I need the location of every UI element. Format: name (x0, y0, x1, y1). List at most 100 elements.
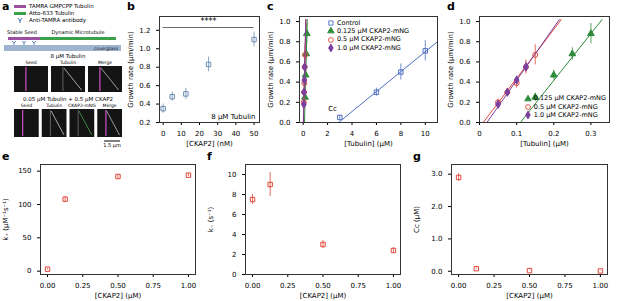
svg-text:0: 0 (301, 130, 305, 138)
svg-text:0.8: 0.8 (139, 63, 150, 71)
svg-text:8: 8 (232, 191, 236, 199)
svg-text:0.75: 0.75 (145, 282, 161, 290)
svg-text:0.00: 0.00 (245, 282, 261, 290)
svg-text:0.0: 0.0 (279, 119, 290, 127)
svg-text:Seed: Seed (21, 103, 32, 108)
svg-text:0.6: 0.6 (279, 58, 291, 66)
svg-text:0.25: 0.25 (280, 282, 296, 290)
svg-text:Growth rate (µm/min): Growth rate (µm/min) (447, 31, 455, 108)
html-text:0.125 µM CKAP2-mNG: 0.125 µM CKAP2-mNG (533, 94, 606, 103)
svg-text:Cc (µM): Cc (µM) (413, 206, 421, 233)
svg-text:[CKAP2] (nM): [CKAP2] (nM) (186, 140, 233, 148)
svg-text:3.0: 3.0 (431, 170, 442, 178)
svg-text:Growth rate (µm/min): Growth rate (µm/min) (127, 31, 135, 108)
svg-text:1.00: 1.00 (181, 282, 197, 290)
svg-text:6: 6 (374, 130, 379, 138)
svg-text:0.50: 0.50 (522, 282, 538, 290)
svg-text:0: 0 (477, 130, 481, 138)
svg-text:coverglass: coverglass (94, 46, 119, 51)
svg-text:[CKAP2] (µM): [CKAP2] (µM) (506, 292, 553, 300)
html-text:0.5 µM CKAP2-mNG: 0.5 µM CKAP2-mNG (336, 35, 401, 44)
svg-text:2: 2 (325, 130, 329, 138)
svg-text:10: 10 (421, 130, 430, 138)
svg-text:0.50: 0.50 (110, 282, 126, 290)
svg-text:k₊ (µM⁻¹s⁻¹): k₊ (µM⁻¹s⁻¹) (2, 198, 10, 241)
svg-text:8 µM Tubulin: 8 µM Tubulin (211, 113, 255, 121)
svg-text:TAMRA GMPCPP Tubulin: TAMRA GMPCPP Tubulin (28, 3, 94, 9)
svg-text:100: 100 (18, 201, 31, 209)
svg-text:Seed: Seed (25, 60, 36, 65)
svg-text:Dynamic Microtubule: Dynamic Microtubule (51, 29, 104, 36)
svg-text:CKAP2-mNG: CKAP2-mNG (68, 103, 96, 108)
svg-text:2: 2 (232, 251, 236, 259)
svg-text:50: 50 (23, 234, 32, 242)
svg-text:1.2: 1.2 (139, 27, 150, 35)
svg-text:Atto-633 Tubulin: Atto-633 Tubulin (29, 10, 75, 16)
svg-text:0.2: 0.2 (279, 99, 290, 107)
svg-text:0.8: 0.8 (279, 38, 290, 46)
svg-text:Tubulin: Tubulin (59, 60, 76, 65)
svg-text:0.8: 0.8 (459, 38, 470, 46)
svg-text:0.0: 0.0 (459, 119, 470, 127)
html-text:Control: Control (336, 19, 361, 28)
svg-text:10: 10 (228, 171, 237, 179)
svg-text:****: **** (201, 17, 217, 26)
svg-text:1.00: 1.00 (386, 282, 402, 290)
svg-text:[Tubulin] (µM): [Tubulin] (µM) (344, 140, 393, 148)
svg-text:0.25: 0.25 (75, 282, 91, 290)
svg-text:10: 10 (177, 130, 186, 138)
svg-text:0.3: 0.3 (585, 130, 596, 138)
svg-text:Stable Seed: Stable Seed (7, 29, 37, 35)
svg-text:Cc: Cc (328, 105, 337, 113)
svg-text:30: 30 (213, 130, 222, 138)
svg-text:0: 0 (27, 267, 31, 275)
svg-text:1.0: 1.0 (459, 18, 470, 26)
html-text:0.5 µM CKAP2-mNG: 0.5 µM CKAP2-mNG (533, 102, 598, 111)
svg-text:0.4: 0.4 (459, 78, 471, 86)
svg-text:8: 8 (399, 130, 403, 138)
svg-text:[Tubulin] (µM): [Tubulin] (µM) (520, 140, 569, 148)
svg-text:Growth rate (µm/min): Growth rate (µm/min) (267, 31, 275, 108)
svg-text:0.25: 0.25 (486, 282, 502, 290)
html-text:0.125 µM CKAP2-mNG: 0.125 µM CKAP2-mNG (336, 27, 410, 36)
svg-text:1.0: 1.0 (431, 235, 442, 243)
svg-text:Merge: Merge (103, 103, 117, 108)
svg-text:0.00: 0.00 (451, 282, 467, 290)
svg-text:0.0: 0.0 (431, 268, 442, 276)
svg-text:Tubulin: Tubulin (45, 103, 62, 108)
svg-text:1.00: 1.00 (593, 282, 609, 290)
svg-text:20: 20 (195, 130, 204, 138)
svg-text:0.4: 0.4 (139, 100, 151, 108)
svg-text:[CKAP2] (µM): [CKAP2] (µM) (300, 292, 347, 300)
svg-text:[CKAP2] (µM): [CKAP2] (µM) (95, 292, 142, 300)
svg-text:0.6: 0.6 (459, 58, 471, 66)
svg-text:2.0: 2.0 (431, 203, 442, 211)
svg-text:6: 6 (232, 211, 237, 219)
svg-text:0.2: 0.2 (548, 130, 559, 138)
svg-text:0.2: 0.2 (459, 99, 470, 107)
svg-text:8 µM Tubulin: 8 µM Tubulin (51, 53, 86, 60)
svg-text:0: 0 (232, 271, 236, 279)
svg-text:40: 40 (231, 130, 240, 138)
svg-text:Anti-TAMRA antibody: Anti-TAMRA antibody (29, 17, 87, 24)
svg-text:Merge: Merge (98, 60, 112, 65)
html-text:1.0 µM CKAP2-mNG: 1.0 µM CKAP2-mNG (336, 43, 401, 52)
svg-text:0.2: 0.2 (139, 119, 150, 127)
svg-text:0.1: 0.1 (511, 130, 522, 138)
svg-text:0.50: 0.50 (315, 282, 331, 290)
svg-text:0.05 µM Tubulin + 0.5 µM CKAP2: 0.05 µM Tubulin + 0.5 µM CKAP2 (23, 96, 113, 103)
svg-text:0.6: 0.6 (139, 82, 151, 90)
svg-text:1.0: 1.0 (139, 45, 150, 53)
svg-text:4: 4 (350, 130, 355, 138)
svg-text:k₋ (s⁻¹): k₋ (s⁻¹) (207, 206, 215, 232)
svg-text:0.75: 0.75 (350, 282, 366, 290)
svg-text:50: 50 (250, 130, 259, 138)
svg-text:150: 150 (18, 167, 31, 175)
svg-text:1.5 µm: 1.5 µm (103, 142, 121, 148)
svg-text:1.0: 1.0 (279, 18, 290, 26)
svg-text:0.75: 0.75 (557, 282, 573, 290)
svg-text:0: 0 (161, 130, 165, 138)
svg-text:0.00: 0.00 (40, 282, 56, 290)
svg-text:0.4: 0.4 (279, 78, 291, 86)
svg-text:4: 4 (232, 231, 237, 239)
